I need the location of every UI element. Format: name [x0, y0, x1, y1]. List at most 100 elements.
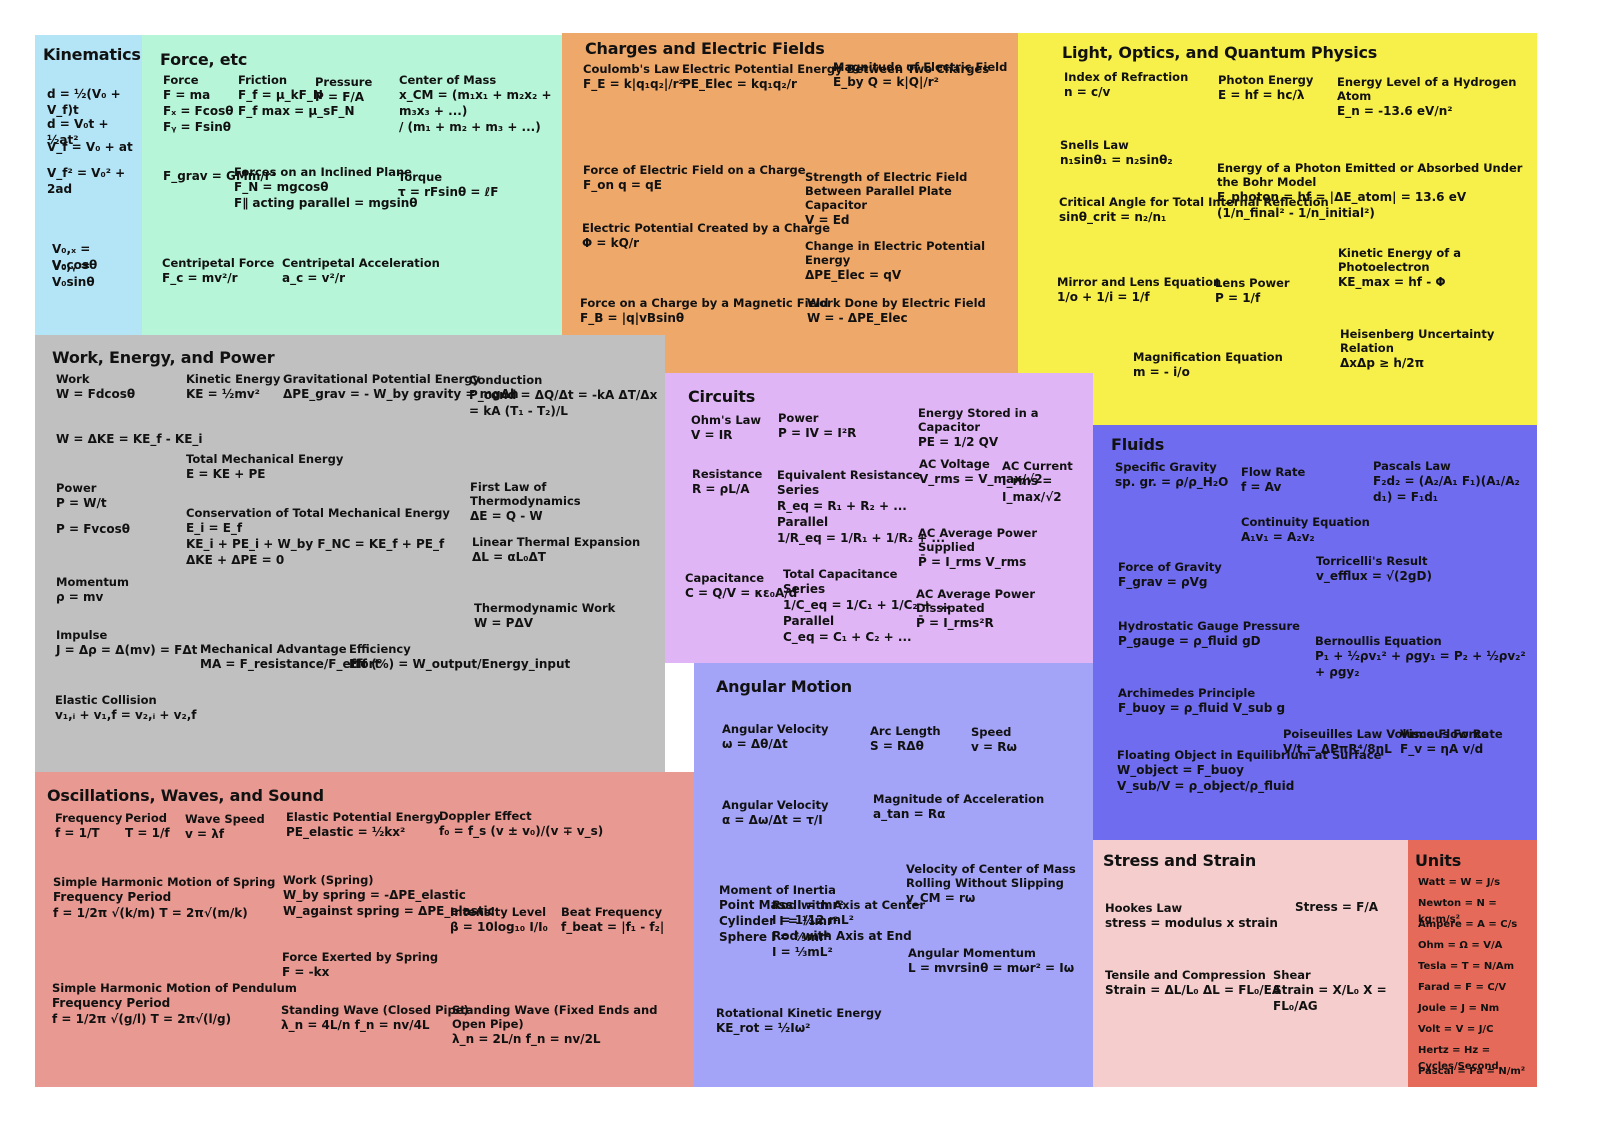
formula-label: Shear [1273, 968, 1311, 982]
formula-label: Kinetic Energy of a Photoelectron [1338, 246, 1462, 274]
formula-label: Elastic Potential Energy [286, 810, 441, 824]
formula-label: Magnitude of Acceleration [873, 792, 1045, 806]
formula-block: Force Exerted by Spring F = -kx [282, 950, 438, 980]
formula-label: First Law of Thermodynamics [470, 480, 581, 508]
formula: 1/R_eq = 1/R₁ + 1/R₂ + ... [777, 531, 946, 545]
formula-label: Conservation of Total Mechanical Energy [186, 506, 450, 520]
formula: E = hf = hc/λ [1218, 88, 1305, 102]
formula-label: Bernoullis Equation [1315, 634, 1442, 648]
formula: Hertz = Hz = Cycles/Second [1418, 1045, 1499, 1072]
formula-block: Magnitude of Electric Field E_by Q = k|Q|… [833, 60, 1007, 90]
formula: f₀ = f_s (v ± v₀)/(v ∓ v_s) [439, 824, 604, 838]
formula: Point Mass I = mr² [719, 898, 844, 912]
formula-block: Watt = W = J/s [1418, 875, 1500, 891]
formula: F = -kx [282, 965, 330, 979]
formula: F_f max = μ_sF_N [238, 104, 355, 118]
formula: Strain = ΔL/L₀ ΔL = FL₀/EA [1105, 983, 1282, 997]
formula: E_n = -13.6 eV/n² [1337, 104, 1453, 118]
formula: Φ = kQ/r [582, 236, 640, 250]
formula: Strain = X/L₀ X = FL₀/AG [1273, 983, 1387, 1013]
formula-block: Resistance R = ρL/A [692, 467, 762, 497]
formula-block: Angular Momentum L = mvrsinθ = mωr² = Iω [908, 946, 1074, 976]
formula: n = c/v [1064, 85, 1111, 99]
formula: Sphere I = ⅖mr² [719, 930, 831, 944]
formula-block: Beat Frequency f_beat = |f₁ - f₂| [561, 905, 664, 935]
formula: C_eq = C₁ + C₂ + ... [783, 630, 912, 644]
formula-block: Stress = F/A [1295, 899, 1378, 915]
section-title: Stress and Strain [1103, 851, 1257, 870]
formula-block: Farad = F = C/V [1418, 980, 1506, 996]
formula-label: Rod with Axis at Center [772, 898, 926, 912]
formula-label: Force Exerted by Spring [282, 950, 439, 964]
formula: Cylinder I = ½mr² [719, 914, 839, 928]
formula-block: First Law of Thermodynamics ΔE = Q - W [470, 480, 659, 524]
formula: x_CM = (m₁x₁ + m₂x₂ + m₃x₃ + ...) [399, 88, 552, 118]
formula-block: Rotational Kinetic Energy KE_rot = ½Iω² [716, 1006, 882, 1036]
section-panel [1018, 33, 1537, 425]
formula: W = ΔKE = KE_f - KE_i [56, 432, 203, 446]
formula-label: Magnification Equation [1133, 350, 1283, 364]
formula: E = KE + PE [186, 467, 266, 481]
formula-label: Beat Frequency [561, 905, 663, 919]
formula: F_on q = qE [583, 178, 662, 192]
formula-label: Hydrostatic Gauge Pressure [1118, 619, 1300, 633]
formula: Fᵧ = Fsinθ [163, 120, 231, 134]
formula-block: Intensity Level β = 10log₁₀ I/I₀ [450, 905, 548, 935]
formula: PE_elastic = ½kx² [286, 825, 406, 839]
formula-block: d = ½(V₀ + V_f)t [47, 86, 136, 118]
formula-label: Archimedes Principle [1118, 686, 1256, 700]
formula-label: Energy Level of a Hydrogen Atom [1337, 75, 1517, 103]
formula-label: Frequency [55, 811, 123, 825]
formula-block: Wave Speed v = λf [185, 812, 265, 842]
formula: β = 10log₁₀ I/I₀ [450, 920, 548, 934]
formula-block: Speed v = Rω [971, 725, 1017, 755]
formula: V = Ed [805, 213, 850, 227]
formula: λ_n = 2L/n f_n = nv/2L [452, 1032, 601, 1046]
formula: Newton = N = kg·m/s² [1418, 898, 1497, 925]
section-panel [1093, 840, 1408, 1087]
formula: S = RΔθ [870, 739, 924, 753]
section-panel [35, 772, 694, 1087]
formula-label: Total Mechanical Energy [186, 452, 344, 466]
formula: C = Q/V = κε₀A/d [685, 586, 798, 600]
formula: V_f = V₀ + at [47, 140, 133, 154]
formula: 1/o + 1/i = 1/f [1057, 290, 1150, 304]
formula-block: Kinetic Energy KE = ½mv² [186, 372, 280, 402]
formula: ΔKE + ΔPE = 0 [186, 553, 285, 567]
formula: F∥ acting parallel = mgsinθ [234, 196, 418, 210]
formula-label: Mechanical Advantage [200, 642, 347, 656]
formula-label: Velocity of Center of Mass Rolling Witho… [906, 862, 1076, 890]
formula-block: Torque τ = rFsinθ = ℓF [398, 170, 499, 200]
formula-block: Power P = W/t P = Fvcosθ [56, 481, 130, 537]
formula-block: Ampere = A = C/s [1418, 917, 1517, 933]
formula-block: Newton = N = kg·m/s² [1418, 896, 1531, 928]
formula: F = ma [163, 88, 211, 102]
formula-label: Forces on an Inclined Plane [234, 165, 412, 179]
formula: L = mvrsinθ = mωr² = Iω [908, 961, 1075, 975]
formula: P₁ + ½ρv₁² + ρgy₁ = P₂ + ½ρv₂² + ρgy₂ [1315, 649, 1526, 679]
formula-block: Magnitude of Acceleration a_tan = Rα [873, 792, 1044, 822]
section-title: Fluids [1111, 435, 1165, 454]
formula-label: Conduction [469, 373, 543, 387]
formula-block: Joule = J = Nm [1418, 1001, 1499, 1017]
formula-block: Kinetic Energy of a Photoelectron KE_max … [1338, 246, 1531, 290]
formula-label: Work Done by Electric Field [807, 296, 986, 310]
formula: KE = ½mv² [186, 387, 260, 401]
formula-label: Period [125, 811, 167, 825]
formula: λ_n = 4L/n f_n = nv/4L [281, 1018, 430, 1032]
section-panel [1093, 425, 1537, 840]
formula-label: Angular Velocity [722, 722, 829, 736]
formula-block: Energy Stored in a Capacitor PE = 1/2 QV [918, 406, 1087, 450]
formula-block: Standing Wave (Fixed Ends and Open Pipe)… [452, 1003, 688, 1047]
formula-label: Standing Wave (Fixed Ends and Open Pipe) [452, 1003, 658, 1031]
formula: ΔPE_grav = - W_by gravity = mgΔh [283, 387, 519, 401]
formula-block: Energy Level of a Hydrogen Atom E_n = -13… [1337, 75, 1531, 119]
formula: A₁v₁ = A₂v₂ [1241, 530, 1315, 544]
formula: f_beat = |f₁ - f₂| [561, 920, 665, 934]
formula: v₁,ᵢ + v₁,f = v₂,ᵢ + v₂,f [55, 708, 197, 722]
formula-block: Power P = IV = I²R [778, 411, 856, 441]
formula: d = V₀t + ½at² [47, 117, 109, 147]
formula: ΔL = αL₀ΔT [472, 550, 546, 564]
formula-label: Strength of Electric Field Between Paral… [805, 170, 968, 212]
